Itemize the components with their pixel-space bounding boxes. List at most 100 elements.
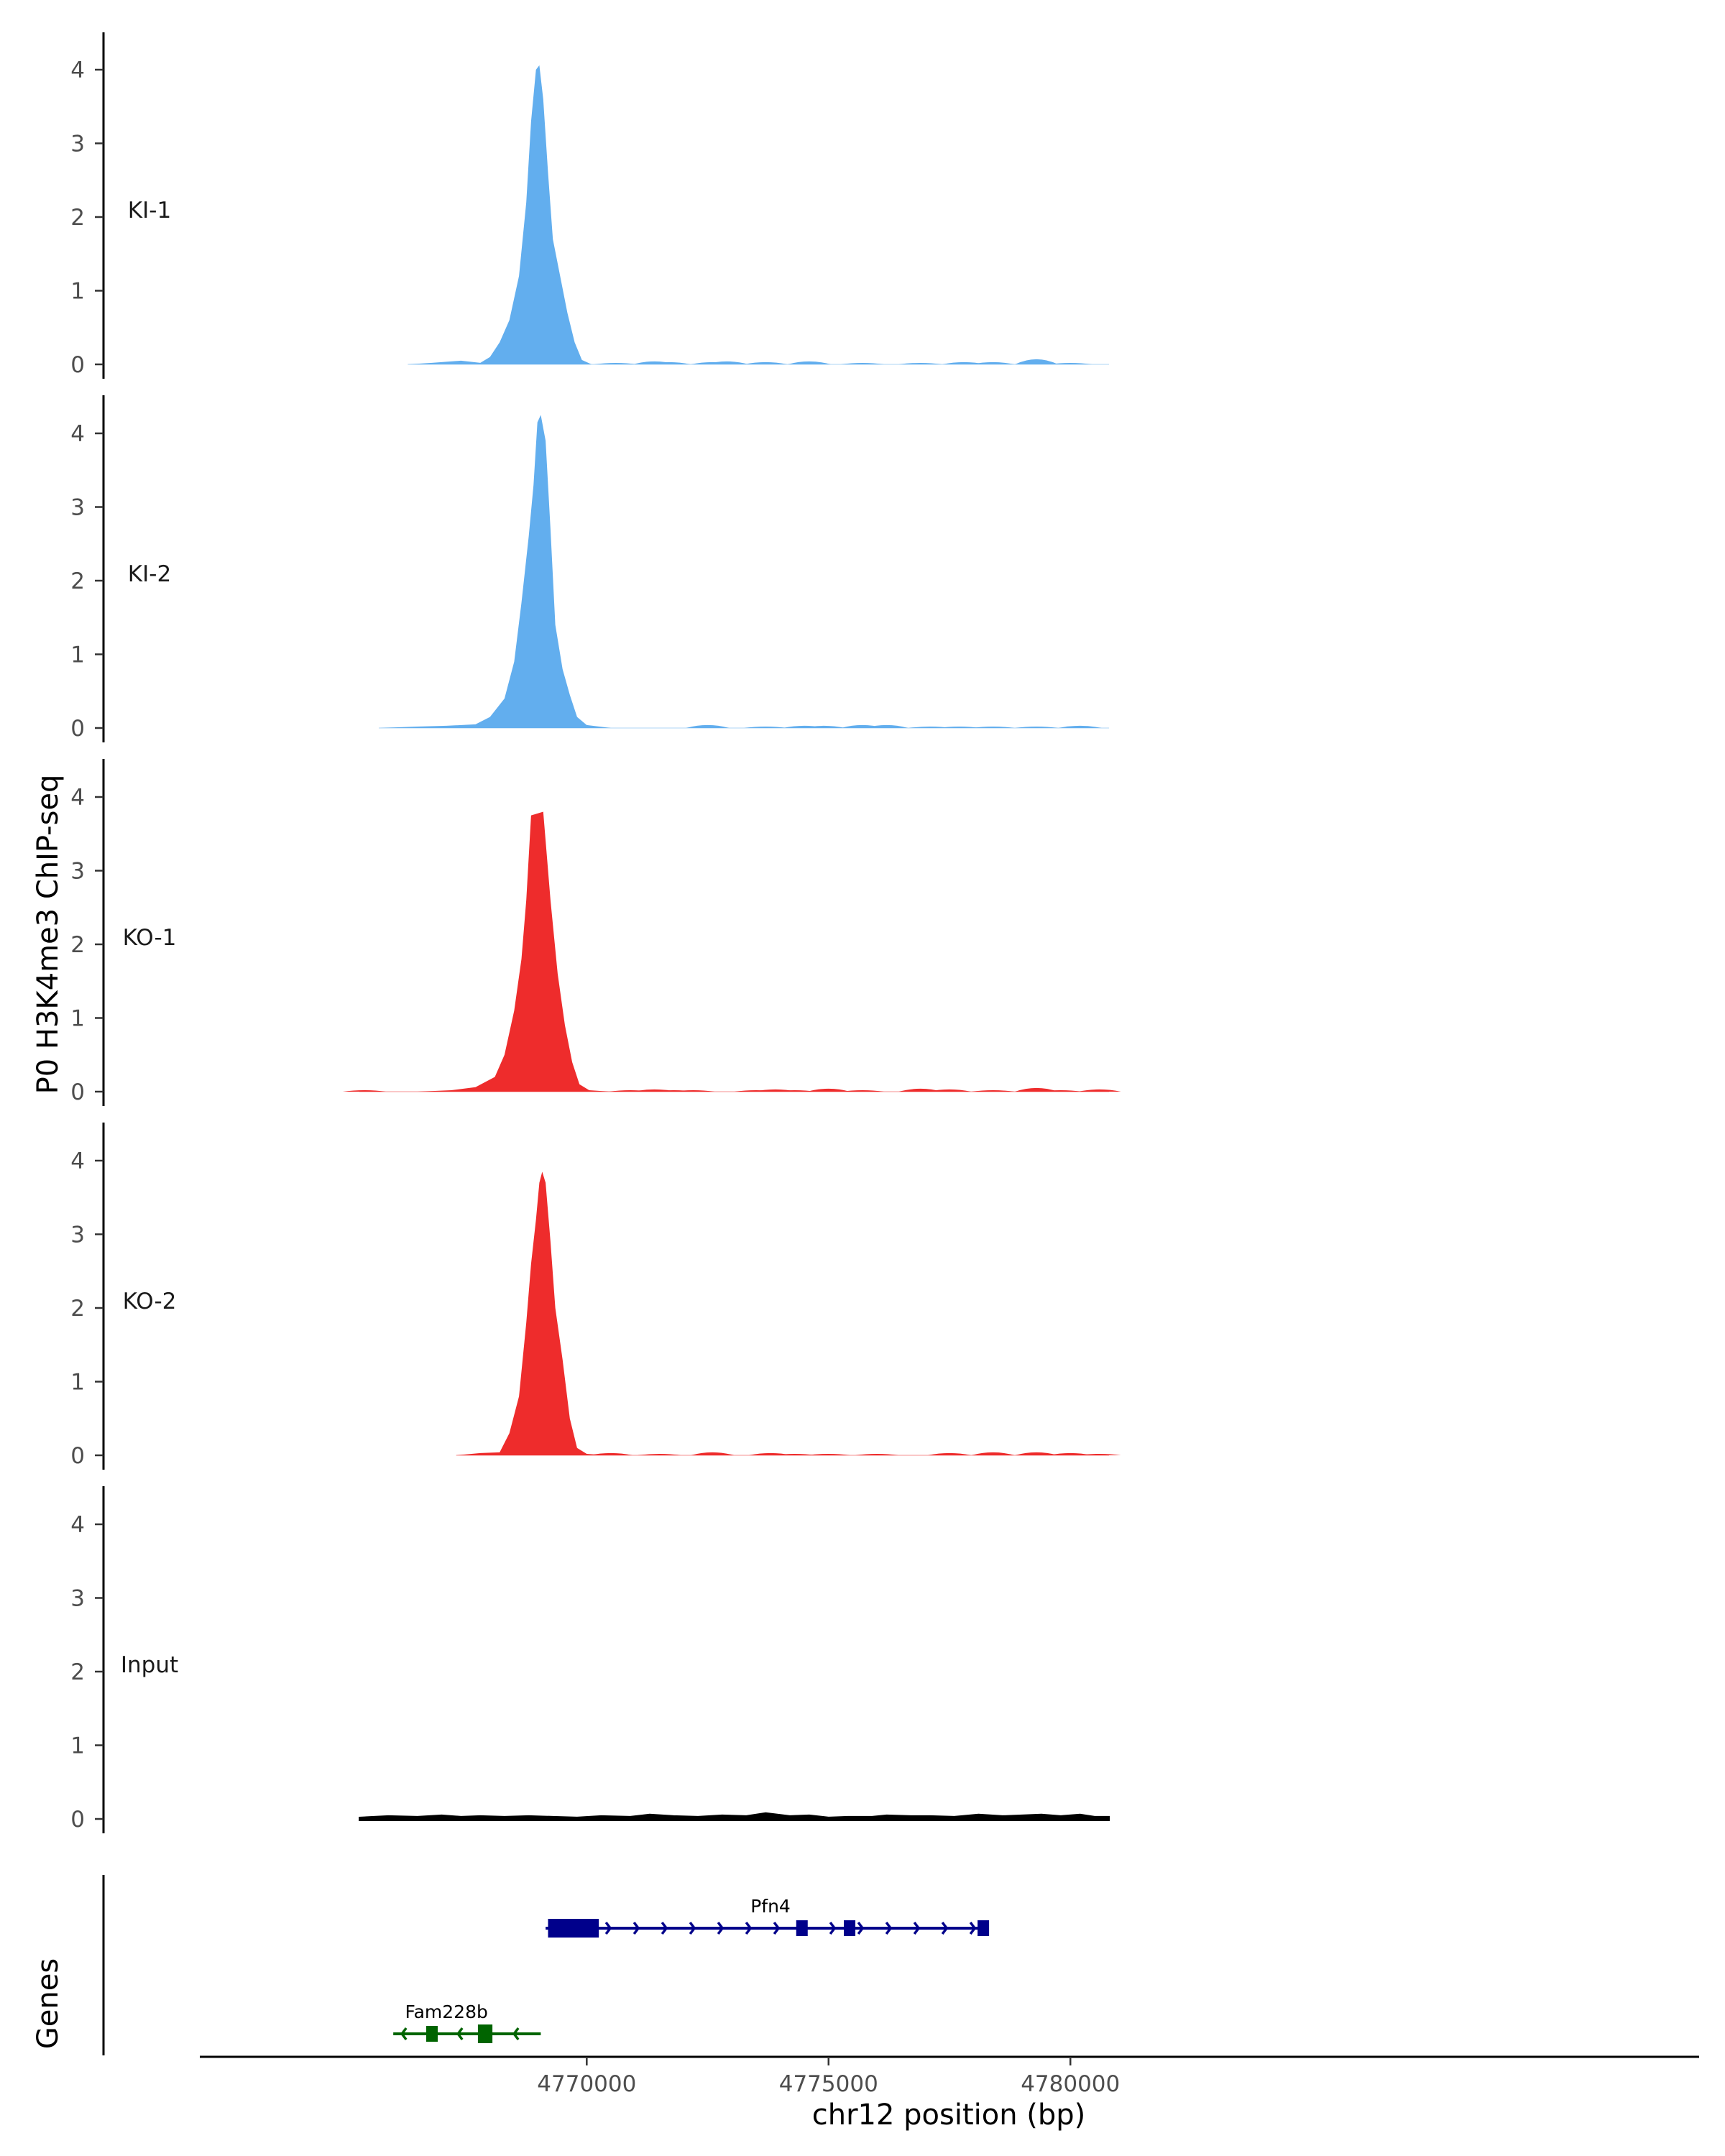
- coverage-bump: [1049, 362, 1092, 364]
- coverage-bump: [1015, 1087, 1059, 1092]
- coverage-bump: [638, 1453, 681, 1455]
- gene-pfn4: Pfn4: [546, 1896, 990, 1938]
- coverage-bump: [744, 361, 788, 364]
- coverage-bump: [1058, 725, 1102, 728]
- track-input: 0 1 2 3 4 Input: [70, 1486, 1110, 1833]
- track-ki-2: 0 1 2 3 4 KI-2: [70, 395, 1110, 742]
- strand-chevron: [632, 1921, 640, 1935]
- coverage-bump: [898, 362, 942, 364]
- gene-label: Pfn4: [750, 1896, 791, 1917]
- y-tick-label: 0: [70, 1079, 85, 1105]
- strand-chevron: [969, 1921, 977, 1935]
- gene-fam228b: Fam228b: [393, 2001, 541, 2043]
- x-tick-label: 4775000: [779, 2071, 878, 2097]
- strand-chevron: [829, 1921, 837, 1935]
- coverage-bump: [855, 1453, 899, 1455]
- y-tick-label: 0: [70, 1443, 85, 1469]
- genes-track-title: Genes: [32, 1958, 65, 2049]
- coverage-bump: [928, 1089, 971, 1092]
- coverage-bump: [647, 361, 691, 364]
- strand-chevron: [604, 1921, 612, 1935]
- gene-exon: [477, 2024, 493, 2043]
- coverage-bump: [705, 361, 749, 364]
- strand-chevron: [661, 1921, 668, 1935]
- strand-chevron: [456, 2027, 464, 2041]
- track-ko-1: 0 1 2 3 4 KO-1: [70, 759, 1121, 1106]
- gene-exon: [844, 1920, 856, 1936]
- coverage-bump: [744, 726, 788, 728]
- coverage-peak: [408, 65, 592, 365]
- coverage-bump: [342, 1089, 386, 1092]
- y-tick-label: 3: [70, 1586, 85, 1612]
- coverage-bump: [806, 1088, 850, 1092]
- coverage-bump: [1077, 1453, 1121, 1455]
- y-tick-label: 3: [70, 132, 85, 157]
- x-tick-label: 4770000: [537, 2071, 636, 2097]
- coverage-bump: [686, 724, 730, 728]
- coverage-bump: [937, 726, 981, 728]
- coverage-bump: [971, 1452, 1015, 1455]
- track-ko-2: 0 1 2 3 4 KO-2: [70, 1123, 1121, 1470]
- y-tick-label: 3: [70, 1222, 85, 1248]
- coverage-peak: [379, 415, 611, 728]
- y-tick-label: 0: [70, 716, 85, 742]
- track-label: KI-2: [128, 561, 171, 587]
- y-tick-label: 4: [70, 785, 85, 811]
- strand-chevron: [941, 1921, 949, 1935]
- coverage-bump: [840, 1089, 884, 1092]
- coverage-bump: [840, 362, 884, 364]
- coverage-bump: [971, 361, 1015, 364]
- coverage-bump: [898, 1088, 942, 1092]
- coverage-bump: [787, 361, 831, 364]
- coverage-bump: [865, 724, 908, 728]
- y-tick-label: 1: [70, 642, 85, 668]
- y-tick-label: 2: [70, 932, 85, 958]
- y-tick-label: 1: [70, 1006, 85, 1032]
- y-tick-label: 1: [70, 1733, 85, 1759]
- coverage-bump: [1015, 1452, 1059, 1455]
- gene-exon: [426, 2026, 438, 2042]
- y-tick-label: 4: [70, 421, 85, 447]
- gene-label: Fam228b: [405, 2001, 488, 2022]
- y-tick-label: 2: [70, 205, 85, 231]
- strand-chevron: [689, 1921, 696, 1935]
- x-tick-label: 4780000: [1021, 2071, 1120, 2097]
- strand-chevron: [745, 1921, 753, 1935]
- y-tick-label: 4: [70, 1512, 85, 1538]
- y-tick-label: 0: [70, 352, 85, 378]
- strand-chevron: [885, 1921, 893, 1935]
- y-tick-label: 2: [70, 568, 85, 594]
- track-label: KO-2: [123, 1289, 177, 1314]
- y-tick-label: 4: [70, 1148, 85, 1174]
- strand-chevron: [773, 1921, 781, 1935]
- coverage-bump: [1077, 1089, 1121, 1092]
- genes-track: Pfn4 Fam228b: [102, 1875, 990, 2055]
- x-axis: 4770000 4775000 4780000: [200, 2055, 1699, 2097]
- y-tick-label: 3: [70, 859, 85, 885]
- coverage-bump: [1015, 726, 1059, 728]
- y-tick-label: 3: [70, 495, 85, 521]
- track-label: KI-1: [128, 198, 171, 224]
- y-axis-title: P0 H3K4me3 ChIP-seq: [32, 775, 65, 1095]
- gene-exon: [978, 1920, 990, 1936]
- y-tick-label: 1: [70, 279, 85, 305]
- strand-chevron: [857, 1921, 865, 1935]
- y-tick-label: 2: [70, 1659, 85, 1685]
- gene-exon: [548, 1919, 599, 1938]
- coverage-tracks: 0 1 2 3 4 KI-1 0 1 2 3 4 KI-2 0 1 2 3 4 KO-1 0 1 2 3 4 KO-2 0 1 2 3…: [70, 32, 1121, 1833]
- x-axis-title: chr12 position (bp): [812, 2099, 1086, 2132]
- coverage-bump: [971, 726, 1015, 728]
- coverage-bump: [806, 1453, 850, 1455]
- coverage-bump: [1049, 1452, 1092, 1455]
- y-tick-label: 2: [70, 1296, 85, 1322]
- track-ki-1: 0 1 2 3 4 KI-1: [70, 32, 1110, 379]
- coverage-peak: [456, 1171, 607, 1455]
- coverage-peak: [417, 811, 611, 1092]
- coverage-bump: [971, 1089, 1015, 1092]
- coverage-bump: [1039, 1089, 1082, 1092]
- strand-chevron: [913, 1921, 921, 1935]
- gene-exon: [796, 1920, 808, 1936]
- coverage-bump: [691, 1452, 735, 1455]
- coverage-bump: [1015, 359, 1059, 364]
